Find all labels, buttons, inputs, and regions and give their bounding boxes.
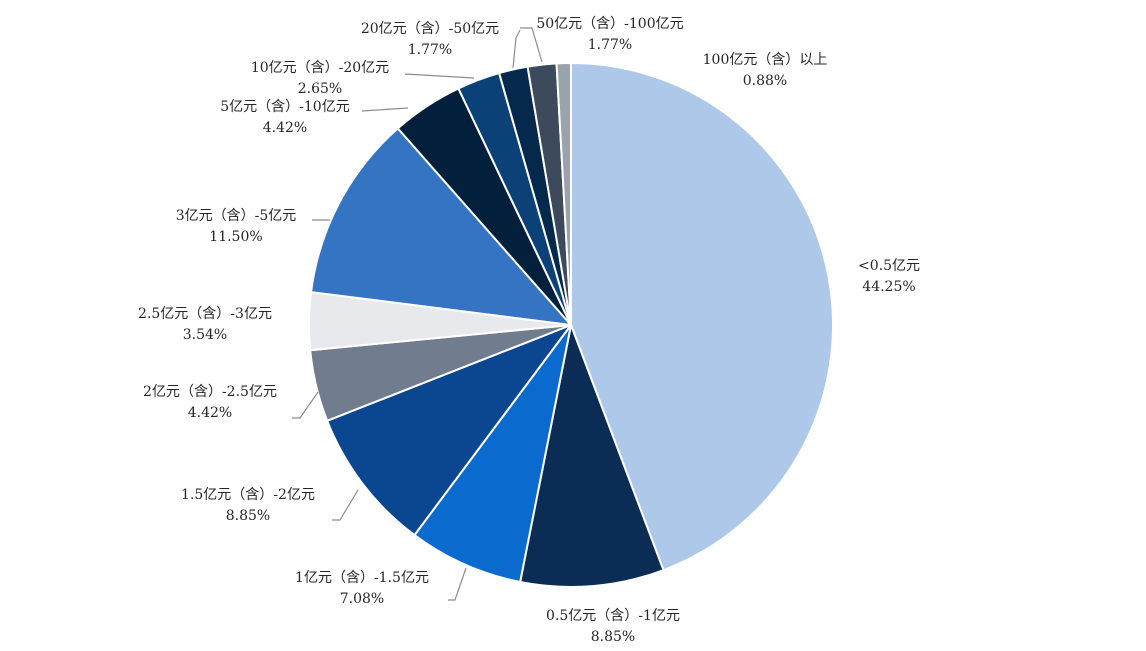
slice-label-slice-3: 1亿元（含）-1.5亿元 — [295, 570, 429, 586]
leader-line-slice-3 — [448, 567, 467, 601]
pie-slice-2 — [519, 324, 665, 588]
slice-label-slice-10: 20亿元（含）-50亿元 — [361, 21, 499, 37]
pie-slice-3 — [413, 324, 572, 584]
slice-value-slice-7: 11.50% — [209, 229, 262, 245]
slice-label-slice-7: 3亿元（含）-5亿元 — [176, 208, 297, 224]
slice-value-slice-8: 4.42% — [263, 120, 307, 136]
slice-label-slice-1: <0.5亿元 — [858, 258, 920, 274]
slice-value-slice-1: 44.25% — [862, 279, 915, 295]
slice-value-slice-3: 7.08% — [340, 591, 384, 607]
leader-lines — [292, 27, 543, 601]
slice-label-slice-4: 1.5亿元（含）-2亿元 — [181, 487, 315, 503]
slice-value-slice-5: 4.42% — [188, 405, 232, 421]
slice-value-slice-4: 8.85% — [226, 508, 270, 524]
slice-label-slice-8: 5亿元（含）-10亿元 — [220, 99, 349, 115]
slice-label-slice-9: 10亿元（含）-20亿元 — [251, 60, 389, 76]
slice-label-slice-5: 2亿元（含）-2.5亿元 — [143, 384, 277, 400]
slice-value-slice-10: 1.77% — [408, 42, 452, 58]
pie-slice-4 — [326, 324, 572, 537]
slice-label-slice-6: 2.5亿元（含）-3亿元 — [138, 306, 272, 322]
leader-line-slice-4 — [332, 489, 359, 521]
slice-value-slice-9: 2.65% — [298, 81, 342, 97]
pie-slices — [308, 61, 834, 588]
leader-line-slice-10 — [512, 29, 521, 69]
leader-line-slice-9 — [404, 73, 475, 79]
slice-value-slice-12: 0.88% — [743, 73, 787, 89]
slice-value-slice-2: 8.85% — [591, 629, 635, 645]
pie-slice-12 — [555, 61, 572, 326]
slice-value-slice-11: 1.77% — [588, 37, 632, 53]
slice-label-slice-2: 0.5亿元（含）-1亿元 — [546, 608, 680, 624]
leader-line-slice-11 — [520, 27, 543, 63]
slice-labels: <0.5亿元 44.25% 0.5亿元（含）-1亿元 8.85% 1亿元（含）-1.5亿… — [138, 16, 920, 645]
slice-label-slice-11: 50亿元（含）-100亿元 — [536, 16, 683, 32]
pie-slice-1 — [570, 62, 834, 572]
leader-line-slice-8 — [361, 107, 409, 112]
slice-value-slice-6: 3.54% — [183, 327, 227, 343]
slice-label-slice-12: 100亿元（含）以上 — [703, 52, 828, 68]
pie-slice-7 — [310, 127, 572, 326]
leader-line-slice-5 — [292, 391, 319, 419]
